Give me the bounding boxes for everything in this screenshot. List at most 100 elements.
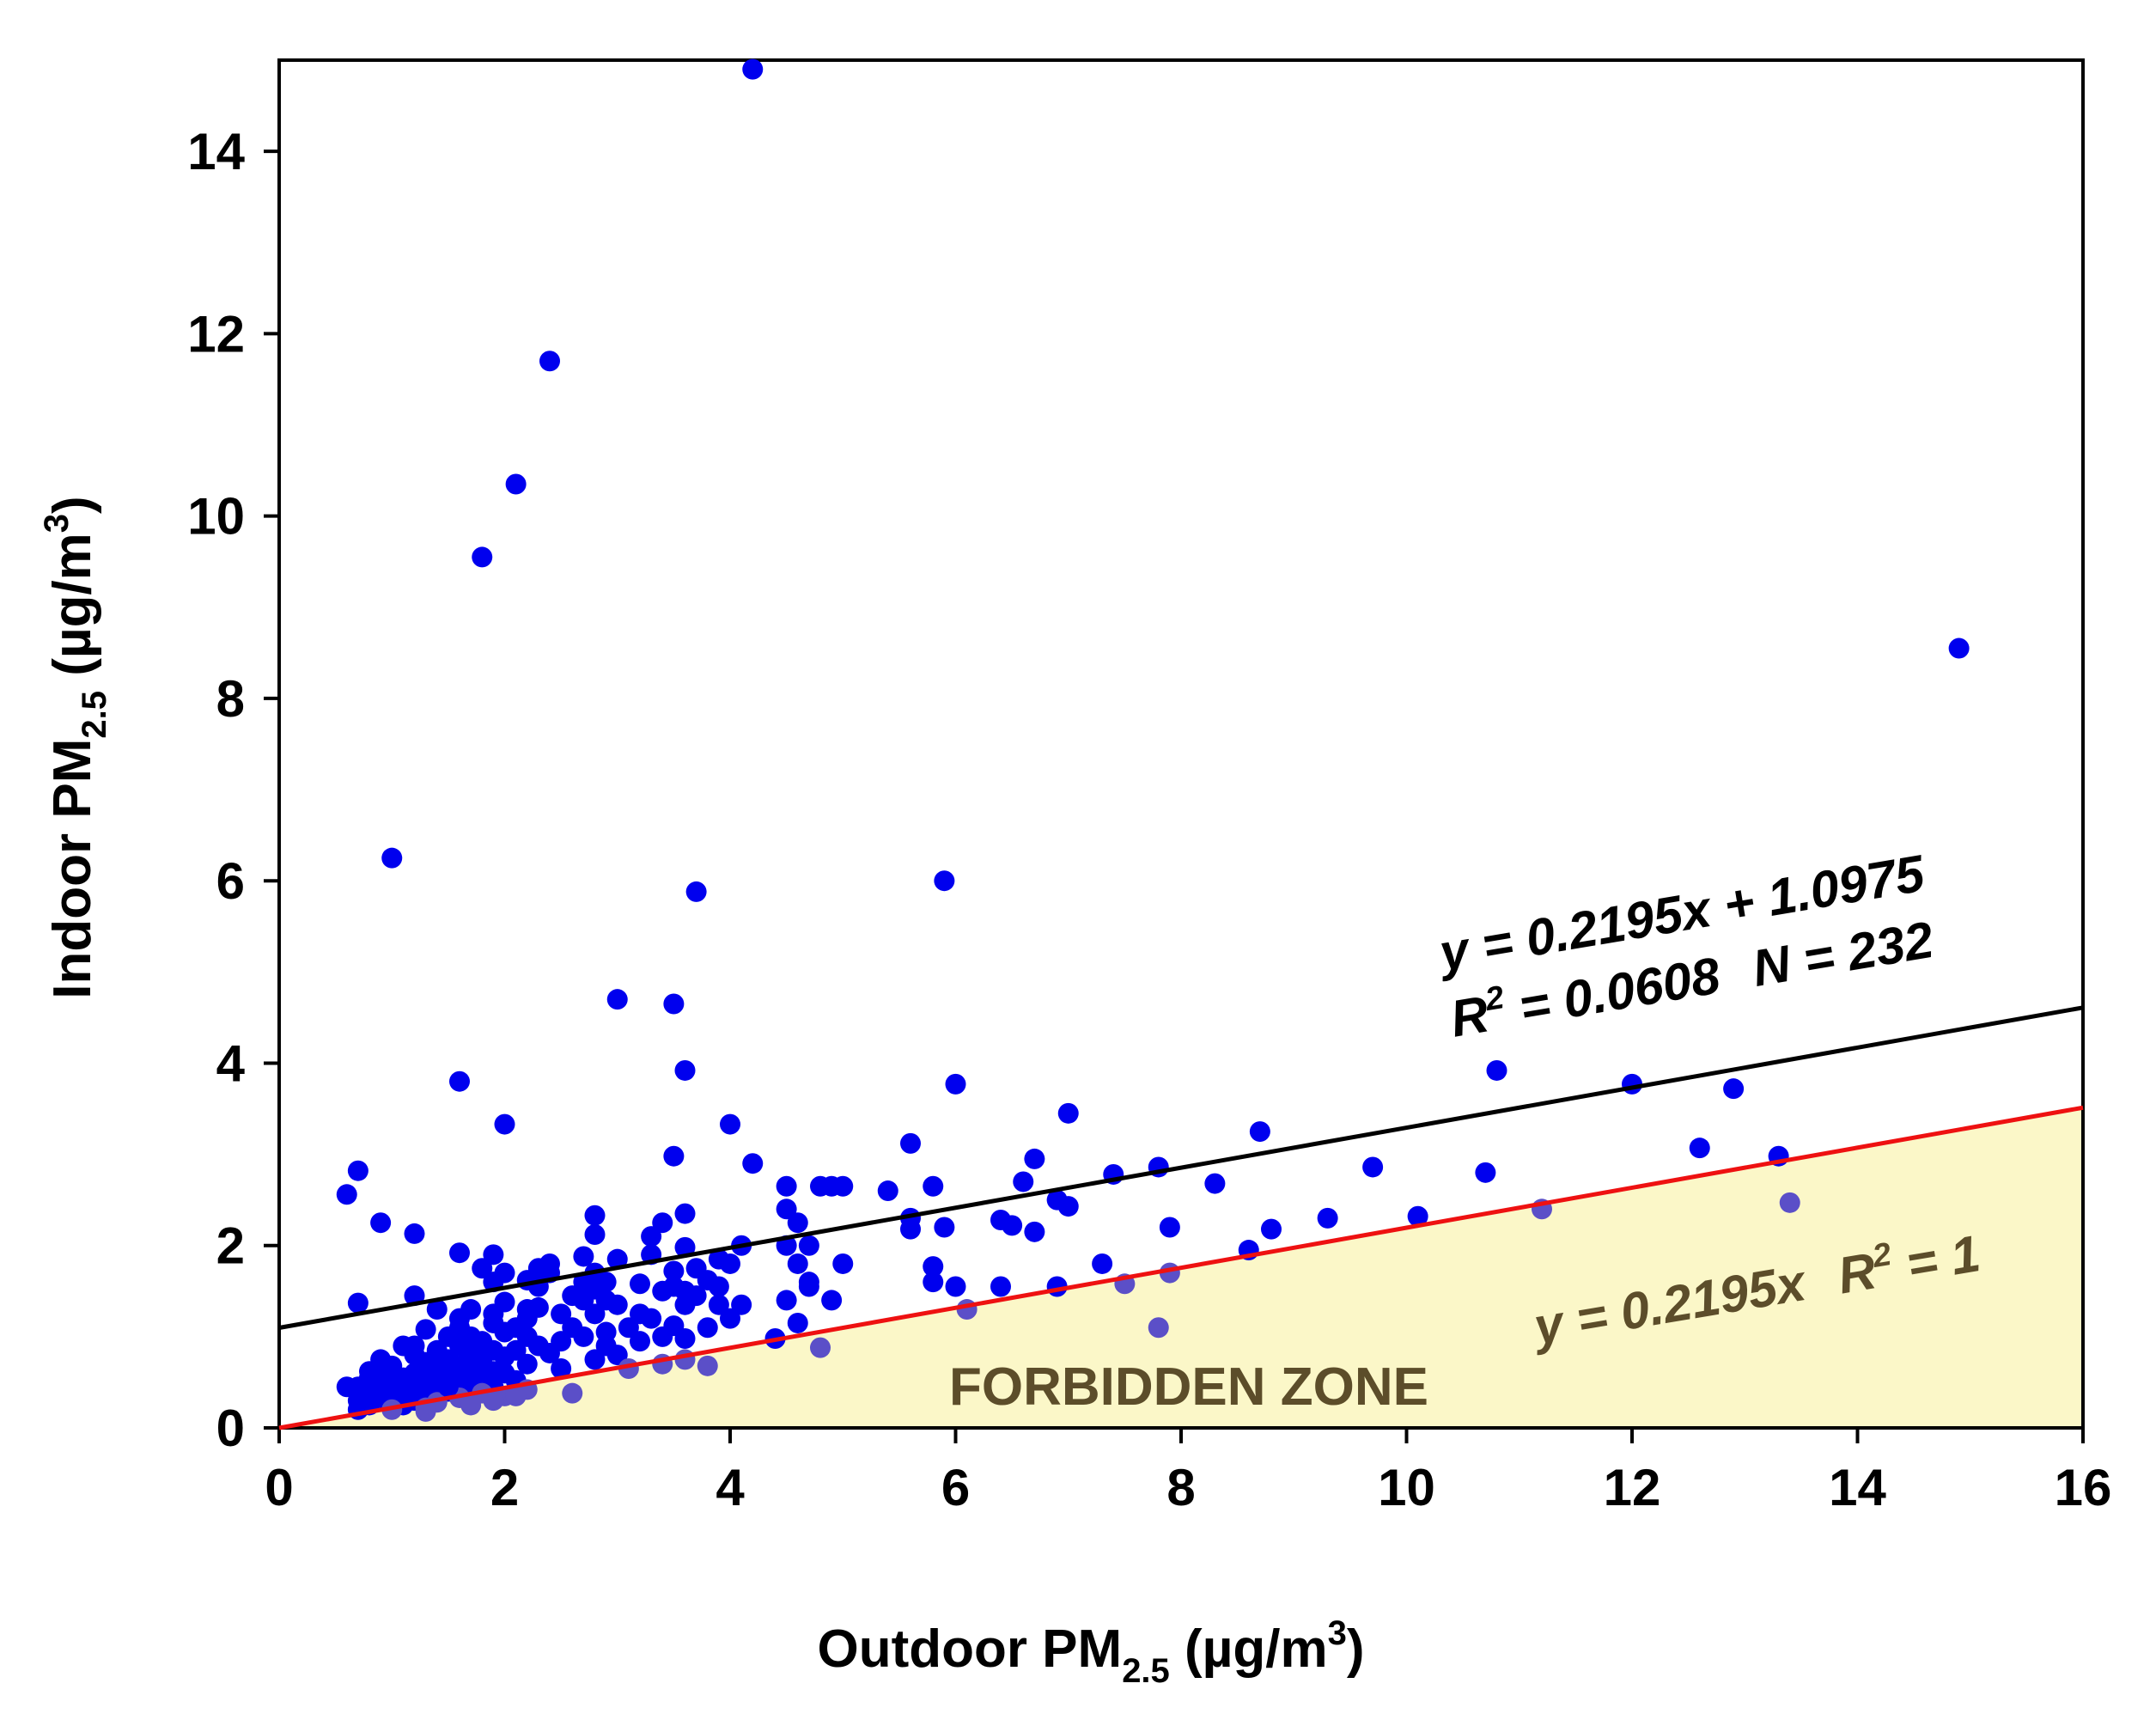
data-point bbox=[1204, 1173, 1226, 1194]
x-tick-label: 0 bbox=[265, 1459, 293, 1516]
y-tick-label: 4 bbox=[216, 1034, 246, 1092]
data-point bbox=[1057, 1102, 1079, 1124]
data-point bbox=[516, 1299, 538, 1320]
x-label-subscript: 2.5 bbox=[1122, 1652, 1170, 1690]
y-tick-label: 12 bbox=[187, 305, 245, 363]
data-point bbox=[720, 1113, 740, 1135]
data-point bbox=[923, 1175, 944, 1197]
data-point bbox=[674, 1059, 696, 1081]
data-point bbox=[674, 1236, 696, 1258]
data-point bbox=[494, 1113, 515, 1135]
data-point bbox=[336, 1184, 357, 1205]
data-point bbox=[426, 1363, 448, 1384]
data-point bbox=[551, 1303, 572, 1325]
x-tick-label: 2 bbox=[490, 1459, 519, 1516]
data-point bbox=[1475, 1162, 1496, 1183]
x-tick-label: 14 bbox=[1829, 1459, 1886, 1516]
data-point bbox=[742, 1153, 764, 1174]
data-point bbox=[1013, 1171, 1034, 1192]
data-point bbox=[460, 1394, 482, 1416]
data-point bbox=[641, 1308, 662, 1329]
data-point bbox=[663, 1260, 685, 1282]
data-point bbox=[956, 1299, 978, 1320]
data-point bbox=[776, 1199, 797, 1220]
data-point bbox=[787, 1212, 808, 1234]
x-tick-label: 12 bbox=[1604, 1459, 1661, 1516]
data-point bbox=[630, 1331, 650, 1352]
data-point bbox=[697, 1355, 718, 1376]
data-point bbox=[877, 1180, 898, 1202]
data-point bbox=[731, 1294, 752, 1315]
data-point bbox=[573, 1326, 594, 1347]
data-point bbox=[381, 847, 403, 869]
data-point bbox=[900, 1218, 921, 1240]
data-point bbox=[347, 1160, 368, 1181]
forbidden-zone-label: FORBIDDEN ZONE bbox=[949, 1357, 1428, 1417]
data-point bbox=[426, 1299, 448, 1320]
x-tick-label: 16 bbox=[2055, 1459, 2112, 1516]
data-point bbox=[674, 1203, 696, 1224]
x-tick-label: 4 bbox=[716, 1459, 745, 1516]
y-axis-label: Indoor PM2.5 (µg/m3) bbox=[38, 496, 113, 998]
data-point bbox=[606, 1248, 628, 1270]
data-point bbox=[708, 1294, 729, 1315]
data-point bbox=[742, 58, 764, 80]
data-point bbox=[923, 1272, 944, 1293]
x-axis-ticks: 0 2 4 6 8 10 12 14 16 bbox=[265, 1428, 2111, 1516]
x-label-close: ) bbox=[1347, 1619, 1365, 1679]
y-label-subscript: 2.5 bbox=[76, 691, 113, 739]
data-point bbox=[606, 989, 628, 1010]
data-point bbox=[720, 1253, 740, 1274]
data-point bbox=[1148, 1317, 1169, 1339]
y-tick-label: 0 bbox=[216, 1400, 245, 1457]
data-point bbox=[1024, 1221, 1045, 1242]
data-point bbox=[945, 1073, 966, 1095]
data-point bbox=[1362, 1156, 1384, 1178]
data-point bbox=[415, 1400, 436, 1422]
data-point bbox=[551, 1358, 572, 1380]
y-tick-label: 6 bbox=[216, 852, 245, 910]
data-point bbox=[685, 881, 707, 902]
data-point bbox=[652, 1326, 673, 1347]
data-point bbox=[934, 870, 955, 892]
data-point bbox=[776, 1290, 797, 1311]
data-point bbox=[821, 1290, 843, 1311]
data-point bbox=[923, 1256, 944, 1278]
y-tick-label: 10 bbox=[187, 488, 245, 546]
data-point bbox=[1622, 1073, 1642, 1095]
data-point bbox=[472, 546, 493, 568]
x-label-unit: (µg/m bbox=[1170, 1619, 1328, 1679]
data-point bbox=[437, 1376, 459, 1398]
data-point bbox=[832, 1175, 854, 1197]
y-label-main: Indoor PM bbox=[43, 739, 102, 999]
y-label-unit: (µg/m bbox=[43, 533, 102, 691]
data-point bbox=[1024, 1148, 1045, 1169]
y-label-close: ) bbox=[43, 496, 102, 514]
data-point bbox=[720, 1308, 740, 1329]
data-point bbox=[618, 1317, 639, 1339]
boundary-line bbox=[278, 1105, 2084, 1430]
data-point bbox=[776, 1175, 797, 1197]
data-point bbox=[641, 1226, 662, 1247]
data-point bbox=[404, 1335, 425, 1357]
x-axis-label: Outdoor PM2.5 (µg/m3) bbox=[817, 1614, 1364, 1690]
data-point bbox=[663, 993, 685, 1015]
data-point bbox=[1779, 1192, 1800, 1213]
data-point bbox=[787, 1253, 808, 1274]
data-point bbox=[494, 1346, 515, 1368]
data-point bbox=[674, 1349, 696, 1370]
data-point bbox=[1002, 1215, 1023, 1236]
data-point bbox=[584, 1223, 606, 1245]
data-point bbox=[573, 1246, 594, 1267]
data-point bbox=[1948, 637, 1970, 659]
x-tick-label: 10 bbox=[1378, 1459, 1435, 1516]
data-point bbox=[472, 1258, 493, 1279]
y-axis-ticks: 0 2 4 6 8 10 12 14 bbox=[187, 123, 279, 1457]
data-point bbox=[370, 1212, 392, 1234]
data-point bbox=[483, 1303, 504, 1325]
regression-line bbox=[278, 1005, 2084, 1330]
data-point bbox=[527, 1335, 549, 1357]
data-point bbox=[415, 1319, 436, 1340]
data-point bbox=[798, 1276, 819, 1297]
data-point bbox=[584, 1205, 606, 1226]
